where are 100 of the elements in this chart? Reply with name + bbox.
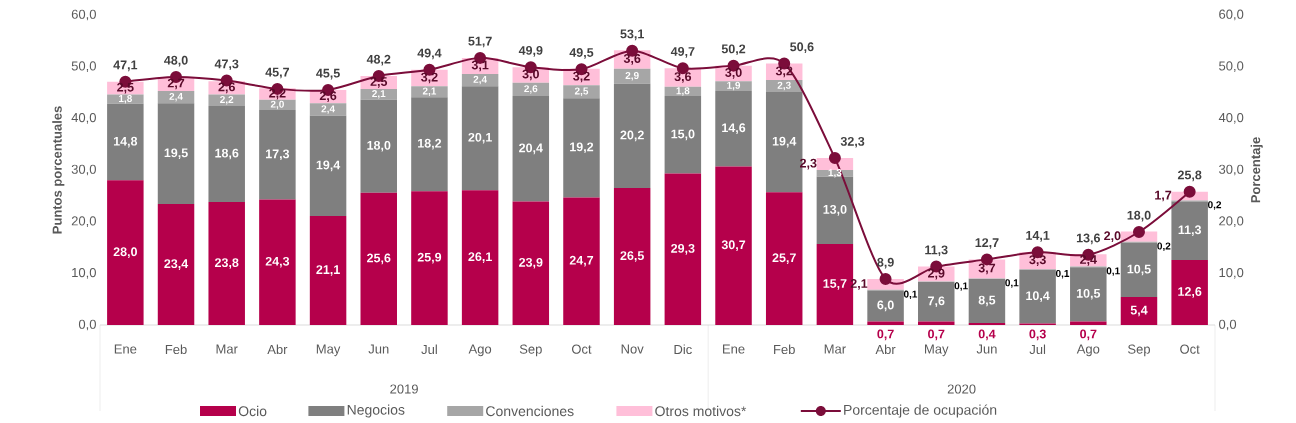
- data-label: 6,0: [877, 300, 894, 312]
- x-tick-label: Ene: [114, 344, 137, 354]
- data-label: 19,2: [570, 142, 594, 154]
- data-label: 1,8: [676, 87, 690, 96]
- y2-tick-label: 50,0: [1219, 61, 1244, 73]
- data-label: 0,2: [1157, 242, 1171, 252]
- data-label: 15,0: [671, 129, 695, 141]
- x-tick-label: Sep: [1128, 344, 1150, 357]
- x-tick-label: Jul: [421, 344, 437, 355]
- x-tick-label: May: [925, 344, 949, 357]
- y2-tick-label: 40,0: [1218, 112, 1244, 124]
- data-label: 25,8: [1177, 170, 1202, 182]
- legend-label: Porcentaje de ocupación: [844, 404, 997, 418]
- data-label: 18,2: [418, 138, 442, 150]
- x-tick-label: Ago: [1076, 344, 1100, 357]
- x-tick-label: Oct: [1180, 344, 1200, 354]
- data-label: 3,6: [623, 54, 641, 65]
- data-label: 28,0: [113, 247, 137, 258]
- data-label: 23,8: [214, 258, 239, 269]
- data-label: 48,2: [366, 54, 391, 66]
- data-label: 2,3: [777, 81, 791, 91]
- data-label: 47,1: [113, 60, 138, 72]
- data-label: 0,7: [928, 329, 945, 341]
- x-tick-label: Abr: [267, 344, 288, 355]
- data-label: 12,6: [1178, 287, 1202, 298]
- x-tick-label: Abr: [875, 344, 896, 355]
- data-label: 32,3: [840, 136, 865, 148]
- data-label: 19,4: [772, 136, 797, 148]
- data-label: 13,0: [823, 204, 847, 216]
- x-tick-label: Ene: [723, 344, 745, 354]
- data-label: 0,7: [1080, 329, 1097, 341]
- legend-label: Ocio: [238, 405, 267, 417]
- data-label: 2,7: [167, 78, 185, 90]
- data-label: 49,5: [569, 48, 594, 59]
- data-label: 20,4: [519, 143, 543, 155]
- data-label: 26,5: [620, 251, 644, 262]
- data-label: 3,1: [471, 60, 489, 72]
- data-label: 18,0: [1127, 210, 1151, 222]
- data-label: 29,3: [671, 243, 695, 255]
- x-tick-label: Jun: [368, 344, 389, 354]
- data-label: 3,7: [978, 263, 996, 275]
- x-tick-label: Jun: [976, 344, 997, 354]
- data-label: 21,1: [316, 265, 340, 276]
- x-tick-label: Mar: [216, 344, 238, 354]
- data-label: 3,2: [421, 72, 438, 84]
- data-label: 2,6: [218, 82, 235, 94]
- data-label: 30,7: [721, 240, 746, 252]
- x-tick-label: Oct: [571, 344, 592, 354]
- data-label: 2,1: [422, 87, 437, 96]
- data-label: 12,7: [975, 238, 999, 249]
- data-label: 25,7: [772, 253, 796, 264]
- x-tick-label: Dic: [674, 344, 692, 355]
- y-axis-title: Puntos porcentuales: [52, 106, 65, 234]
- data-label: 0,2: [1207, 201, 1222, 210]
- data-label: 24,3: [265, 256, 290, 268]
- data-label: 2,4: [473, 75, 488, 85]
- y-tick-label: 0,0: [78, 319, 96, 331]
- data-label: 24,7: [569, 255, 594, 267]
- data-label: 19,4: [316, 160, 341, 172]
- data-label: 45,7: [265, 67, 289, 79]
- data-label: 2,5: [574, 87, 589, 96]
- data-label: 14,6: [722, 123, 746, 134]
- data-label: 17,3: [266, 149, 290, 161]
- data-label: 45,5: [316, 68, 340, 80]
- y2-tick-label: 10,0: [1219, 267, 1244, 279]
- legend-label: Convenciones: [486, 405, 574, 417]
- text: 2019: [390, 384, 418, 394]
- y2-tick-label: 20,0: [1219, 216, 1244, 228]
- data-label: 2,6: [319, 91, 337, 102]
- data-label: 0,7: [877, 329, 894, 341]
- data-label: 10,5: [1127, 264, 1151, 276]
- data-label: 3,3: [1029, 255, 1046, 267]
- data-label: 23,9: [519, 257, 543, 269]
- data-label: 7,6: [928, 296, 945, 308]
- data-label: 49,7: [670, 47, 695, 58]
- data-label: 47,3: [214, 59, 239, 71]
- data-label: 2,4: [169, 92, 183, 102]
- data-label: 8,5: [978, 295, 996, 307]
- x-tick-label: May: [316, 344, 341, 357]
- y-tick-label: 20,0: [71, 216, 96, 228]
- data-label: 49,9: [518, 45, 543, 57]
- data-label: 2,6: [524, 85, 538, 94]
- data-label: 2,2: [220, 95, 234, 105]
- data-label: 0,4: [978, 329, 996, 341]
- data-label: 51,7: [468, 36, 492, 48]
- y-tick-label: 40,0: [71, 112, 96, 124]
- data-label: 2,4: [1080, 255, 1097, 266]
- data-label: 11,3: [925, 245, 948, 257]
- y2-tick-label: 60,0: [1219, 9, 1244, 21]
- data-label: 0,1: [1106, 267, 1120, 276]
- data-label: 0,1: [1005, 279, 1019, 288]
- data-label: 2,0: [270, 100, 284, 110]
- data-label: 0,1: [954, 282, 968, 291]
- data-label: 18,6: [215, 148, 239, 160]
- y2-tick-label: 30,0: [1219, 164, 1244, 176]
- data-label: 14,1: [1026, 231, 1050, 242]
- data-label: 48,0: [164, 55, 188, 67]
- data-label: 50,6: [790, 42, 814, 54]
- data-label: 10,4: [1026, 291, 1050, 302]
- legend-label: Negocios: [347, 404, 405, 418]
